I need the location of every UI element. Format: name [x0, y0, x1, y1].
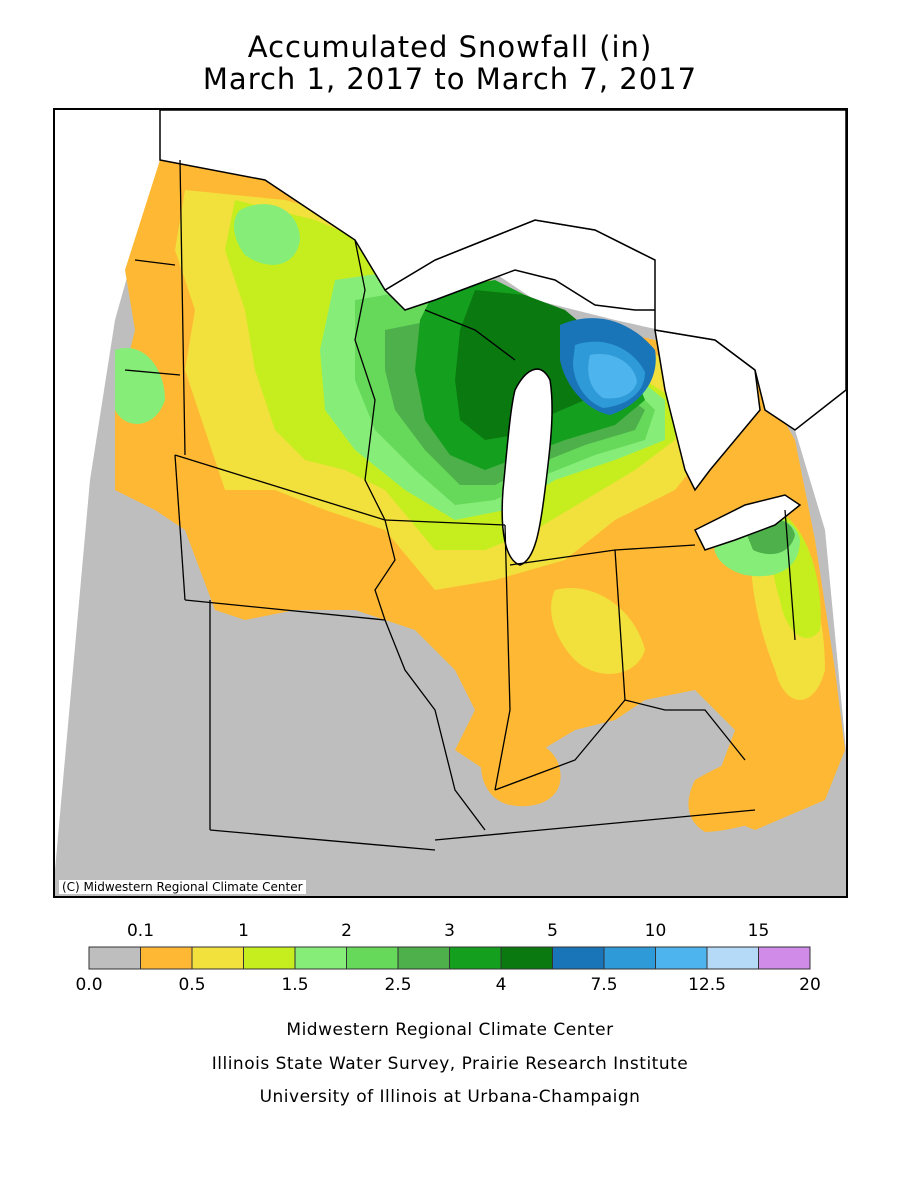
legend-bottom-tick-label: 0.5 — [178, 975, 206, 995]
state-borders — [124, 159, 796, 851]
zone-10-12.5 — [588, 354, 637, 399]
legend-top-tick-label: 5 — [547, 921, 558, 941]
color-legend: 0.1 1 2 3 5 10 15 0.0 0.5 1.5 2.5 4 7.5 12.5 20 — [75, 921, 820, 1029]
legend-top-tick-label: 15 — [747, 921, 770, 941]
legend-swatch — [500, 946, 553, 970]
border-oh-pa — [784, 509, 796, 641]
footer-org: Midwestern Regional Climate Center — [286, 1020, 614, 1040]
map-title: Accumulated Snowfall (in) — [247, 30, 653, 64]
legend-swatch — [706, 946, 759, 970]
legend-swatch — [397, 946, 450, 970]
border-dakota-mn — [179, 159, 186, 456]
legend-top-tick-label: 2 — [341, 921, 352, 941]
legend-top-tick-label: 10 — [644, 921, 667, 941]
legend-swatch — [191, 946, 244, 970]
border-ia-il — [374, 519, 396, 621]
border-mi-up-wi — [424, 309, 516, 361]
border-mi-oh-in — [509, 544, 696, 566]
legend-bottom-tick-label: 7.5 — [590, 975, 618, 995]
legend-top-tick-label: 1 — [238, 921, 249, 941]
footer-survey: Illinois State Water Survey, Prairie Res… — [211, 1054, 689, 1074]
border-ne-sd — [124, 369, 181, 376]
lake-michigan — [501, 368, 553, 566]
legend-swatch — [655, 946, 708, 970]
map-canvas — [55, 110, 846, 896]
border-ia-wi-il — [384, 519, 506, 526]
border-il-in — [494, 524, 511, 791]
legend-swatch — [88, 946, 141, 970]
legend-bar — [88, 946, 811, 970]
legend-top-tick-label: 3 — [444, 921, 455, 941]
legend-top-tick-label: 0.1 — [126, 921, 155, 941]
legend-swatch — [346, 946, 399, 970]
border-oh-ky — [624, 699, 746, 761]
legend-swatch — [243, 946, 296, 970]
map-date-range: March 1, 2017 to March 7, 2017 — [202, 62, 698, 96]
border-ia-mo — [184, 599, 386, 621]
legend-swatch — [758, 946, 811, 970]
lake-erie — [693, 494, 802, 551]
legend-bottom-tick-label: 0.0 — [75, 975, 103, 995]
footer-university: University of Illinois at Urbana-Champai… — [259, 1087, 641, 1107]
border-tn-ky — [434, 809, 756, 841]
legend-swatch — [294, 946, 347, 970]
border-mn-ia — [174, 454, 386, 521]
border-ne-ia — [174, 454, 186, 601]
border-mo-east — [384, 619, 486, 831]
zone-1.5-2 — [233, 204, 300, 265]
legend-bottom-tick-label: 2.5 — [384, 975, 412, 995]
canada-land — [159, 110, 846, 431]
border-nd-sd — [134, 259, 176, 266]
legend-bottom-tick-label: 12.5 — [688, 975, 726, 995]
legend-bottom-tick-label: 4 — [495, 975, 507, 995]
legend-swatch — [603, 946, 656, 970]
zone-1.5-2-west — [115, 348, 165, 424]
legend-swatch — [552, 946, 605, 970]
snowfall-map: (C) Midwestern Regional Climate Center — [53, 108, 848, 898]
border-il-ky — [494, 699, 626, 791]
zone-0.1-0.5-southeast — [688, 745, 830, 832]
border-in-oh — [614, 549, 626, 701]
border-mo-ar — [209, 829, 436, 851]
legend-bottom-tick-label: 20 — [799, 975, 821, 995]
legend-swatch — [449, 946, 502, 970]
legend-swatch — [140, 946, 193, 970]
border-mn-wi — [354, 239, 386, 521]
legend-bottom-tick-label: 1.5 — [281, 975, 309, 995]
copyright-label: (C) Midwestern Regional Climate Center — [59, 880, 306, 894]
